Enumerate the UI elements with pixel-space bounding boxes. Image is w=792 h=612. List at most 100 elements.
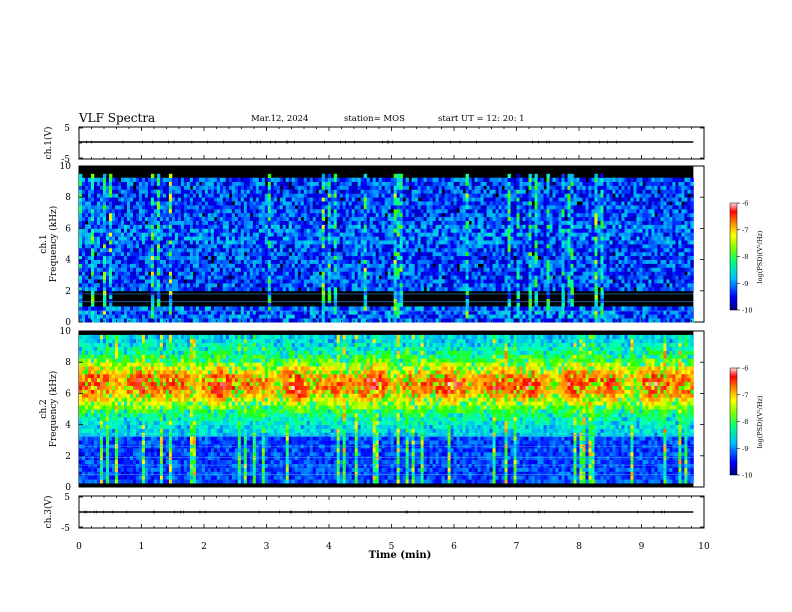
spec-cell [165,189,170,194]
spec-cell [411,177,416,182]
spec-cell [225,197,230,202]
spec-cell [87,286,92,292]
spec-cell [291,306,296,311]
spec-cell [114,314,119,319]
spec-cell [471,197,475,202]
spec-cell [300,236,305,241]
spec-cell [330,259,335,264]
spec-cell [243,236,248,241]
spec-cell [393,189,398,194]
spec-cell [318,189,323,194]
spec-cell [318,216,323,221]
spec-cell [495,228,499,233]
spec-cell [243,263,248,268]
spec-cell [498,318,502,323]
spec-cell [159,240,164,245]
spec-cell [255,275,260,280]
spec-cell [159,279,164,284]
spec-cell [210,205,215,210]
spec-cell [84,283,89,288]
spec-cell [465,201,470,206]
spec-cell [402,279,407,284]
spec-cell [378,232,383,237]
spec-cell [84,224,89,229]
spec-cell [504,197,508,202]
spec-cell [171,228,176,233]
spec-cell [96,228,101,233]
spec-cell [108,318,113,323]
spec-cell [324,224,329,229]
spec-cell [486,314,490,319]
spec-cell [114,240,119,245]
spec-cell [207,220,212,225]
spec-cell [513,267,517,272]
spec-cell [357,255,362,260]
spec-cell [510,267,514,272]
spec-cell [294,228,299,233]
spec-cell [441,283,446,288]
spec-cell [126,236,131,241]
spec-cell [207,232,212,237]
spec-cell [243,185,248,190]
spec-cell [315,259,320,264]
spec-cell [159,216,164,221]
spec-cell [117,236,122,241]
spec-cell [261,236,266,241]
spec-cell [366,306,371,311]
spec-cell [93,275,98,280]
spec-cell [411,228,416,233]
spec-cell [222,244,227,249]
spec-cell [300,244,305,249]
spec-cell [516,216,520,221]
spec-cell [237,286,242,292]
spec-cell [396,267,401,272]
spec-cell [111,205,116,210]
spec-cell [411,318,416,323]
spec-cell [90,232,95,237]
spec-cell [336,267,341,272]
spec-cell [249,279,254,284]
spec-cell [369,271,374,276]
spec-cell [513,224,517,229]
spec-cell [462,228,467,233]
spec-cell [114,236,119,241]
spec-cell [468,275,472,280]
spec-cell [456,189,461,194]
spec-cell [180,224,185,229]
spec-cell [480,318,484,323]
spec-cell [273,286,278,292]
spec-cell [198,220,203,225]
spec-cell [303,240,308,245]
spec-cell [330,224,335,229]
spec-cell [138,255,143,260]
spec-cell [216,310,221,315]
spec-cell [195,240,200,245]
spec-cell [258,255,263,260]
spec-cell [378,271,383,276]
spec-cell [147,244,152,249]
spec-cell [378,279,383,284]
spec-cell [291,255,296,260]
spec-cell [420,271,425,276]
spec-cell [342,310,347,315]
spec-cell [447,232,452,237]
spec-cell [408,263,413,268]
spec-cell [237,318,242,323]
spec-cell [417,205,422,210]
spec-cell [162,244,167,249]
spec-cell [288,201,293,206]
spec-cell [225,201,230,206]
spec-cell [123,181,128,186]
spec-cell [231,232,236,237]
spec-cell [318,181,323,186]
spec-cell [378,244,383,249]
spec-cell [138,314,143,319]
spec-cell [225,259,230,264]
spec-cell [195,197,200,202]
spec-cell [396,275,401,280]
spec-cell [303,275,308,280]
spec-cell [312,283,317,288]
spec-cell [165,283,170,288]
spec-cell [285,244,290,249]
spec-cell [138,259,143,264]
